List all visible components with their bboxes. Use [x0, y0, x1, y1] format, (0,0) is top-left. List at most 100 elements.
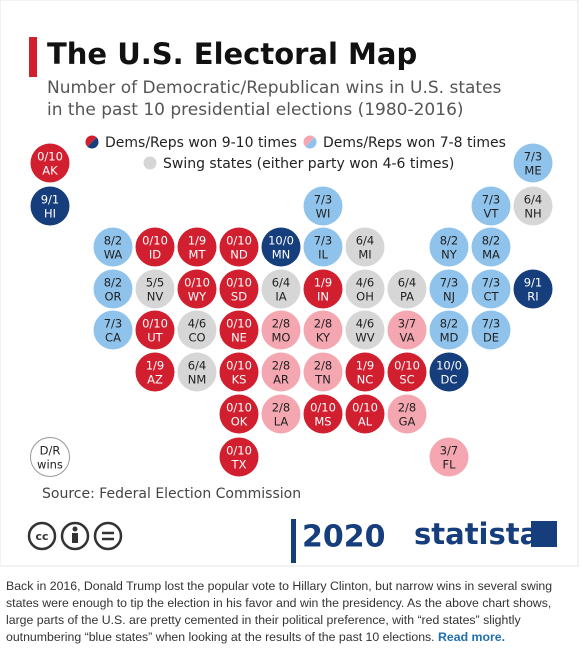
state-score: 8/2 — [440, 317, 459, 331]
infographic: The U.S. Electoral Map Number of Democra… — [0, 0, 579, 567]
state-score: 1/9 — [146, 359, 165, 373]
state-abbr: CA — [105, 331, 121, 345]
state-score: 7/3 — [482, 317, 501, 331]
state-abbr: WV — [355, 331, 374, 345]
state-score: 7/3 — [314, 193, 333, 207]
state-abbr: SD — [231, 290, 247, 304]
brand-logo: statista — [414, 517, 539, 551]
legend-label: Swing states (either party won 4-6 times… — [163, 156, 454, 172]
state-abbr: OR — [104, 290, 121, 304]
state-score: 0/10 — [226, 317, 252, 331]
state-score: 2/8 — [314, 317, 333, 331]
state-abbr: NJ — [443, 290, 455, 304]
state-score: 0/10 — [310, 401, 336, 415]
state-abbr: GA — [399, 415, 416, 429]
state-abbr: AL — [358, 415, 373, 429]
state-score: 0/10 — [226, 276, 252, 290]
state-abbr: AZ — [147, 373, 163, 387]
brand-year: 2020 — [302, 520, 386, 555]
state-score: 0/10 — [37, 150, 63, 164]
state-score: 1/9 — [356, 359, 375, 373]
state-abbr: MD — [440, 331, 459, 345]
state-tile — [177, 310, 217, 350]
legend-swatch — [143, 156, 157, 170]
state-score: 4/6 — [356, 276, 375, 290]
state-score: 0/10 — [226, 359, 252, 373]
read-more[interactable]: Read more. — [438, 630, 506, 644]
state-score: 4/6 — [356, 317, 375, 331]
state-score: 7/3 — [104, 317, 123, 331]
state-abbr: MT — [189, 248, 207, 262]
state-tile — [345, 269, 385, 309]
state-score: 6/4 — [188, 359, 207, 373]
state-abbr: TX — [231, 458, 247, 472]
state-score: 3/7 — [398, 317, 417, 331]
state-tile — [261, 310, 301, 350]
state-abbr: UT — [147, 331, 163, 345]
state-tile — [177, 352, 217, 392]
subtitle: in the past 10 presidential elections (1… — [47, 100, 464, 120]
state-score: 6/4 — [398, 276, 417, 290]
state-tile — [303, 227, 343, 267]
state-score: 3/7 — [440, 444, 459, 458]
state-abbr: MA — [482, 248, 500, 262]
state-tile — [303, 394, 343, 434]
legend-label: Dems/Reps won 9-10 times — [105, 135, 297, 151]
key-label: wins — [37, 458, 63, 472]
state-tile — [513, 269, 553, 309]
state-abbr: WA — [104, 248, 123, 262]
state-tile — [177, 269, 217, 309]
state-tile — [219, 394, 259, 434]
state-tile — [303, 186, 343, 226]
state-abbr: VA — [400, 331, 415, 345]
state-abbr: NC — [357, 373, 374, 387]
state-abbr: DE — [483, 331, 499, 345]
state-score: 7/3 — [314, 234, 333, 248]
state-tile — [30, 143, 70, 183]
state-abbr: FL — [442, 458, 456, 472]
state-tile — [429, 227, 469, 267]
state-tile — [471, 269, 511, 309]
key-label: D/R — [40, 444, 61, 458]
logo-mark — [531, 521, 557, 547]
state-tile — [345, 310, 385, 350]
state-score: 10/0 — [268, 234, 294, 248]
state-score: 0/10 — [226, 401, 252, 415]
state-abbr: NY — [441, 248, 458, 262]
state-tile — [261, 269, 301, 309]
state-abbr: ND — [230, 248, 248, 262]
state-abbr: TN — [314, 373, 331, 387]
state-abbr: NM — [188, 373, 207, 387]
state-score: 4/6 — [188, 317, 207, 331]
state-score: 8/2 — [440, 234, 459, 248]
legend-swatch — [85, 135, 97, 147]
state-tile — [429, 437, 469, 477]
state-abbr: ME — [524, 164, 541, 178]
source: Source: Federal Election Commission — [42, 486, 301, 502]
state-score: 10/0 — [436, 359, 462, 373]
caption: Back in 2016, Donald Trump lost the popu… — [6, 578, 572, 646]
state-tile — [135, 227, 175, 267]
state-abbr: CO — [188, 331, 205, 345]
state-score: 2/8 — [314, 359, 333, 373]
state-abbr: KY — [316, 331, 331, 345]
state-score: 1/9 — [314, 276, 333, 290]
legend-swatch — [87, 137, 99, 149]
state-tile — [387, 352, 427, 392]
state-abbr: LA — [274, 415, 289, 429]
state-score: 7/3 — [440, 276, 459, 290]
state-score: 9/1 — [41, 193, 60, 207]
state-score: 0/10 — [352, 401, 378, 415]
state-abbr: NE — [231, 331, 247, 345]
state-abbr: AR — [273, 373, 289, 387]
state-abbr: CT — [483, 290, 499, 304]
state-score: 2/8 — [272, 359, 291, 373]
state-tile — [30, 186, 70, 226]
state-abbr: AK — [42, 164, 58, 178]
state-abbr: OK — [231, 415, 248, 429]
state-score: 0/10 — [142, 317, 168, 331]
state-tile — [135, 310, 175, 350]
state-tile — [345, 352, 385, 392]
state-abbr: WY — [188, 290, 207, 304]
